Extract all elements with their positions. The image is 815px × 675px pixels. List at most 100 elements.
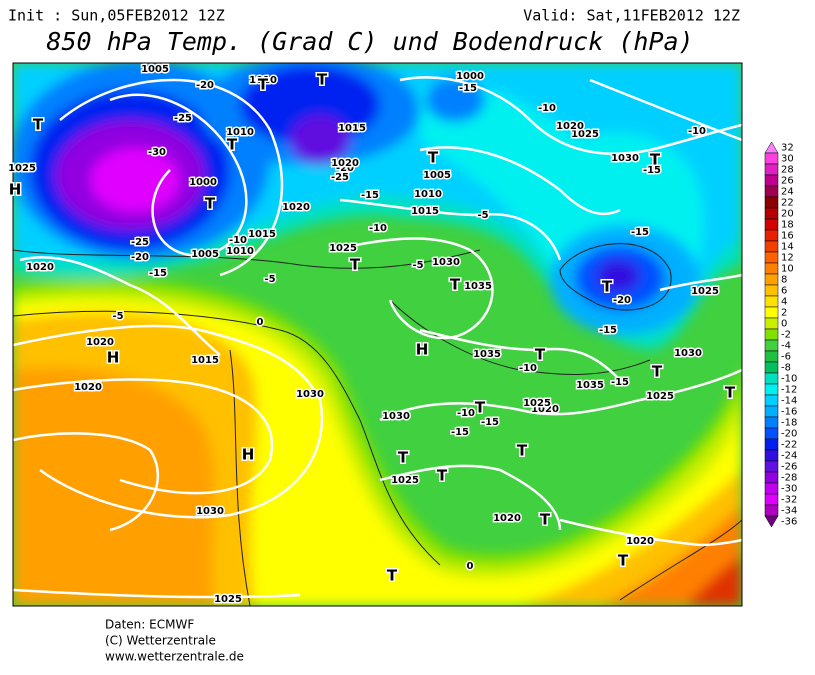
colorbar-swatch (764, 273, 779, 286)
footer-line: Daten: ECMWF (105, 618, 194, 632)
colorbar-swatch (764, 196, 779, 209)
map-value-label: 1020 (493, 513, 521, 524)
pressure-center: T (227, 136, 238, 154)
colorbar-swatch (764, 262, 779, 275)
valid-time: Valid: Sat,11FEB2012 12Z (523, 7, 740, 25)
colorbar-swatch (764, 185, 779, 198)
map-value-label: -20 (131, 252, 149, 263)
colorbar-label: -28 (781, 473, 797, 484)
colorbar-label: -18 (781, 418, 797, 429)
map-value-label: 0 (467, 561, 474, 572)
map-value-label: 1025 (523, 398, 551, 409)
colorbar-swatch (764, 416, 779, 429)
map-value-label: 1025 (646, 391, 674, 402)
pressure-center: H (107, 349, 120, 367)
colorbar-swatch (764, 350, 779, 363)
colorbar-label: -8 (781, 363, 791, 374)
pressure-center: T (475, 399, 486, 417)
colorbar-swatch (764, 449, 779, 462)
map-value-label: 1025 (329, 243, 357, 254)
colorbar-swatch (764, 174, 779, 187)
map-field (13, 63, 742, 606)
pressure-center: T (350, 256, 361, 274)
colorbar-label: 32 (781, 143, 794, 154)
pressure-center: H (416, 341, 429, 359)
map-value-label: 1035 (576, 380, 604, 391)
map-value-label: 1015 (191, 355, 219, 366)
pressure-center: T (437, 467, 448, 485)
map-value-label: -5 (264, 274, 275, 285)
map-value-label: -20 (196, 80, 214, 91)
map-value-label: 1025 (391, 475, 419, 486)
colorbar-label: 0 (781, 319, 787, 330)
map-value-label: 1020 (531, 404, 559, 415)
pressure-center: T (387, 567, 398, 585)
map-value-label: -25 (331, 172, 349, 183)
colorbar-label: 24 (781, 187, 794, 198)
colorbar-label: 8 (781, 275, 787, 286)
colorbar-label: -34 (781, 506, 797, 517)
map-value-label: 1010 (249, 75, 277, 86)
colorbar-swatch (764, 328, 779, 341)
colorbar-label: -26 (781, 462, 797, 473)
map-value-label: 1020 (74, 382, 102, 393)
map-value-label: -10 (229, 235, 247, 246)
map-value-label: -10 (369, 223, 387, 234)
colorbar-label: 26 (781, 176, 794, 187)
map-value-label: 1020 (282, 202, 310, 213)
map-value-label: 1015 (411, 206, 439, 217)
pressure-center: H (242, 446, 255, 464)
pressure-center: T (618, 552, 629, 570)
colorbar-swatch (764, 251, 779, 264)
map-value-label: 1025 (8, 163, 36, 174)
pressure-center: T (652, 363, 663, 381)
map-value-label: -15 (631, 227, 649, 238)
map-value-label: 1015 (338, 123, 366, 134)
map-value-label: -30 (148, 147, 166, 158)
colorbar-label: -10 (781, 374, 797, 385)
map-value-label: 1000 (456, 71, 484, 82)
map-value-label: -10 (457, 408, 475, 419)
map-value-label: 1025 (571, 129, 599, 140)
colorbar-label: -30 (781, 484, 797, 495)
map-value-label: 1010 (226, 246, 254, 257)
map-value-label: 1035 (464, 281, 492, 292)
map-value-label: -10 (688, 126, 706, 137)
pressure-center: T (540, 511, 551, 529)
colorbar-swatch (764, 295, 779, 308)
map-value-label: -25 (174, 113, 192, 124)
colorbar-swatch (764, 372, 779, 385)
colorbar-label: 20 (781, 209, 794, 220)
map-value-label: -20 (613, 295, 631, 306)
map-value-label: -15 (643, 165, 661, 176)
colorbar-swatch (764, 339, 779, 352)
colorbar-label: 12 (781, 253, 794, 264)
map-value-label: 1030 (296, 389, 324, 400)
pressure-center: T (450, 276, 461, 294)
map-value-label: -15 (459, 83, 477, 94)
colorbar-label: -16 (781, 407, 797, 418)
map-value-label: -15 (149, 268, 167, 279)
footer-line: (C) Wetterzentrale (105, 634, 216, 648)
colorbar-swatch (764, 218, 779, 231)
pressure-center: T (535, 346, 546, 364)
colorbar-swatch (764, 152, 779, 165)
pressure-center: T (650, 151, 661, 169)
colorbar-swatch (764, 504, 779, 517)
map-value-label: 0 (257, 317, 264, 328)
colorbar-swatch (764, 438, 779, 451)
init-time: Init : Sun,05FEB2012 12Z (8, 7, 225, 25)
pressure-center: T (725, 384, 736, 402)
pressure-center: T (258, 76, 269, 94)
colorbar-label: -24 (781, 451, 797, 462)
pressure-center: T (428, 149, 439, 167)
colorbar-cap (764, 141, 779, 154)
map-value-label: 1030 (611, 153, 639, 164)
pressure-center: T (317, 71, 328, 89)
colorbar-label: -36 (781, 517, 797, 528)
map-value-label: 1005 (423, 170, 451, 181)
map-value-label: 1010 (226, 127, 254, 138)
colorbar-label: -6 (781, 352, 791, 363)
map-value-label: -20 (336, 163, 354, 174)
